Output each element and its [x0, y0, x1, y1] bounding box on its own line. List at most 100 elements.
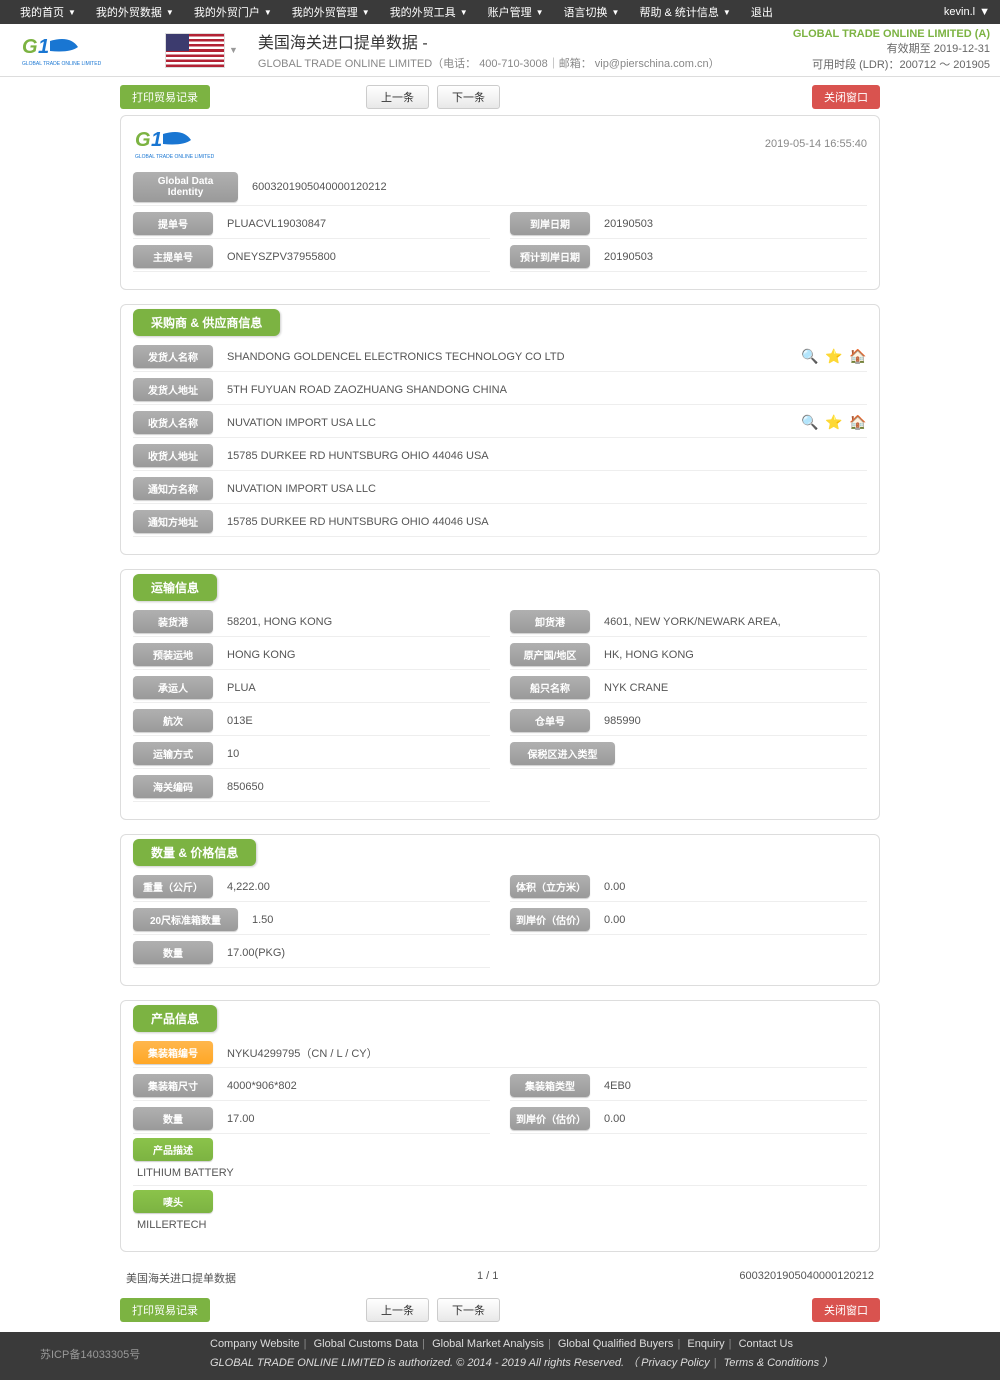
nav-help[interactable]: 帮助 & 统计信息▼: [629, 4, 740, 20]
vessel-label: 船只名称: [510, 676, 590, 699]
vessel-value: NYK CRANE: [590, 682, 867, 694]
unload-port-value: 4601, NEW YORK/NEWARK AREA,: [590, 616, 867, 628]
shipper-name-label: 发货人名称: [133, 345, 213, 368]
nav-manage[interactable]: 我的外贸管理▼: [282, 4, 380, 20]
est-arrival-label: 预计到岸日期: [510, 245, 590, 268]
svg-text:G: G: [22, 36, 38, 58]
gdi-label: Global Data Identity: [133, 172, 238, 202]
volume-label: 体积（立方米）: [510, 875, 590, 898]
consignee-name-label: 收货人名称: [133, 411, 213, 434]
page-subtitle: GLOBAL TRADE ONLINE LIMITED（电话： 400-710-…: [258, 55, 720, 71]
close-button-bottom[interactable]: 关闭窗口: [812, 1298, 880, 1322]
next-button[interactable]: 下一条: [437, 85, 500, 109]
user-menu[interactable]: kevin.l▼: [944, 6, 990, 18]
terms-link[interactable]: Terms & Conditions: [724, 1357, 820, 1369]
product-qty-value: 17.00: [213, 1113, 490, 1125]
shipper-addr-label: 发货人地址: [133, 378, 213, 401]
teu-value: 1.50: [238, 914, 490, 926]
teu-label: 20尺标准箱数量: [133, 908, 238, 931]
arrival-date-label: 到岸日期: [510, 212, 590, 235]
product-desc-value: LITHIUM BATTERY: [133, 1161, 867, 1186]
load-port-value: 58201, HONG KONG: [213, 616, 490, 628]
transport-card: 运输信息 装货港58201, HONG KONG 卸货港4601, NEW YO…: [120, 569, 880, 820]
supplier-card: 采购商 & 供应商信息 发货人名称 SHANDONG GOLDENCEL ELE…: [120, 304, 880, 555]
gdi-value: 6003201905040000120212: [238, 181, 867, 193]
country-flag-us[interactable]: [165, 33, 225, 68]
load-port-label: 装货港: [133, 610, 213, 633]
print-button-bottom[interactable]: 打印贸易记录: [120, 1298, 210, 1322]
next-button-bottom[interactable]: 下一条: [437, 1298, 500, 1322]
top-navbar: 我的首页▼ 我的外贸数据▼ 我的外贸门户▼ 我的外贸管理▼ 我的外贸工具▼ 账户…: [0, 0, 1000, 24]
product-desc-label: 产品描述: [133, 1138, 213, 1161]
nav-language[interactable]: 语言切换▼: [554, 4, 630, 20]
hs-value: 850650: [213, 781, 490, 793]
supplier-section-title: 采购商 & 供应商信息: [133, 309, 280, 336]
footer-links: Company Website| Global Customs Data| Gl…: [210, 1338, 990, 1370]
cif-est-label: 到岸价（估价）: [510, 908, 590, 931]
home-icon[interactable]: 🏠: [849, 348, 867, 366]
qty-label: 数量: [133, 941, 213, 964]
print-button[interactable]: 打印贸易记录: [120, 85, 210, 109]
toolbar-bottom: 打印贸易记录 上一条 下一条 关闭窗口: [120, 1298, 880, 1322]
consignee-name-value: NUVATION IMPORT USA LLC: [213, 417, 801, 429]
footer-link[interactable]: Global Customs Data: [314, 1338, 419, 1350]
hs-label: 海关编码: [133, 775, 213, 798]
shipper-addr-value: 5TH FUYUAN ROAD ZAOZHUANG SHANDONG CHINA: [213, 384, 867, 396]
main-panel: G1GLOBAL TRADE ONLINE LIMITED 2019-05-14…: [120, 115, 880, 1290]
nav-tools[interactable]: 我的外贸工具▼: [380, 4, 478, 20]
container-type-value: 4EB0: [590, 1080, 867, 1092]
nav-items: 我的首页▼ 我的外贸数据▼ 我的外贸门户▼ 我的外贸管理▼ 我的外贸工具▼ 账户…: [10, 4, 783, 20]
search-icon[interactable]: 🔍: [801, 348, 819, 366]
carrier-value: PLUA: [213, 682, 490, 694]
prev-button-bottom[interactable]: 上一条: [366, 1298, 429, 1322]
star-icon[interactable]: ⭐: [825, 414, 843, 432]
voyage-value: 013E: [213, 715, 490, 727]
nav-home[interactable]: 我的首页▼: [10, 4, 86, 20]
flag-dropdown-icon[interactable]: ▼: [229, 45, 238, 55]
origin-value: HK, HONG KONG: [590, 649, 867, 661]
privacy-link[interactable]: Privacy Policy: [641, 1357, 709, 1369]
company-logo: G1GLOBAL TRADE ONLINE LIMITED: [20, 33, 120, 68]
mark-value: MILLERTECH: [133, 1213, 867, 1237]
page-header: G1GLOBAL TRADE ONLINE LIMITED ▼ 美国海关进口提单…: [0, 24, 1000, 77]
footer-page: 1 / 1: [477, 1270, 498, 1286]
preload-label: 预装运地: [133, 643, 213, 666]
footer-link[interactable]: Company Website: [210, 1338, 300, 1350]
mode-label: 运输方式: [133, 742, 213, 765]
nav-trade-data[interactable]: 我的外贸数据▼: [86, 4, 184, 20]
product-card: 产品信息 集装箱编号NYKU4299795（CN / L / CY） 集装箱尺寸…: [120, 1000, 880, 1252]
master-bill-label: 主提单号: [133, 245, 213, 268]
bill-no-value: PLUACVL19030847: [213, 218, 490, 230]
master-bill-value: ONEYSZPV37955800: [213, 251, 490, 263]
svg-text:GLOBAL TRADE ONLINE LIMITED: GLOBAL TRADE ONLINE LIMITED: [22, 61, 102, 67]
star-icon[interactable]: ⭐: [825, 348, 843, 366]
home-icon[interactable]: 🏠: [849, 414, 867, 432]
nav-logout[interactable]: 退出: [741, 4, 783, 20]
timestamp: 2019-05-14 16:55:40: [765, 138, 867, 150]
footer-link[interactable]: Contact Us: [739, 1338, 793, 1350]
icp-number: 苏ICP备14033305号: [10, 1338, 210, 1362]
footer-name: 美国海关进口提单数据: [126, 1270, 236, 1286]
container-size-value: 4000*906*802: [213, 1080, 490, 1092]
copyright: GLOBAL TRADE ONLINE LIMITED is authorize…: [210, 1357, 638, 1369]
bill-no-label: 提单号: [133, 212, 213, 235]
origin-label: 原产国/地区: [510, 643, 590, 666]
search-icon[interactable]: 🔍: [801, 414, 819, 432]
prev-button[interactable]: 上一条: [366, 85, 429, 109]
nav-portal[interactable]: 我的外贸门户▼: [184, 4, 282, 20]
est-arrival-value: 20190503: [590, 251, 867, 263]
footer-link[interactable]: Enquiry: [687, 1338, 724, 1350]
volume-value: 0.00: [590, 881, 867, 893]
bonded-label: 保税区进入类型: [510, 742, 615, 765]
nav-account[interactable]: 账户管理▼: [478, 4, 554, 20]
notify-name-label: 通知方名称: [133, 477, 213, 500]
close-button[interactable]: 关闭窗口: [812, 85, 880, 109]
page-title: 美国海关进口提单数据 -: [258, 29, 720, 53]
identity-card: G1GLOBAL TRADE ONLINE LIMITED 2019-05-14…: [120, 115, 880, 290]
footer-link[interactable]: Global Market Analysis: [432, 1338, 544, 1350]
mark-label: 唛头: [133, 1190, 213, 1213]
notify-addr-value: 15785 DURKEE RD HUNTSBURG OHIO 44046 USA: [213, 516, 867, 528]
toolbar-top: 打印贸易记录 上一条 下一条 关闭窗口: [120, 85, 880, 109]
footer-link[interactable]: Global Qualified Buyers: [558, 1338, 674, 1350]
unload-port-label: 卸货港: [510, 610, 590, 633]
